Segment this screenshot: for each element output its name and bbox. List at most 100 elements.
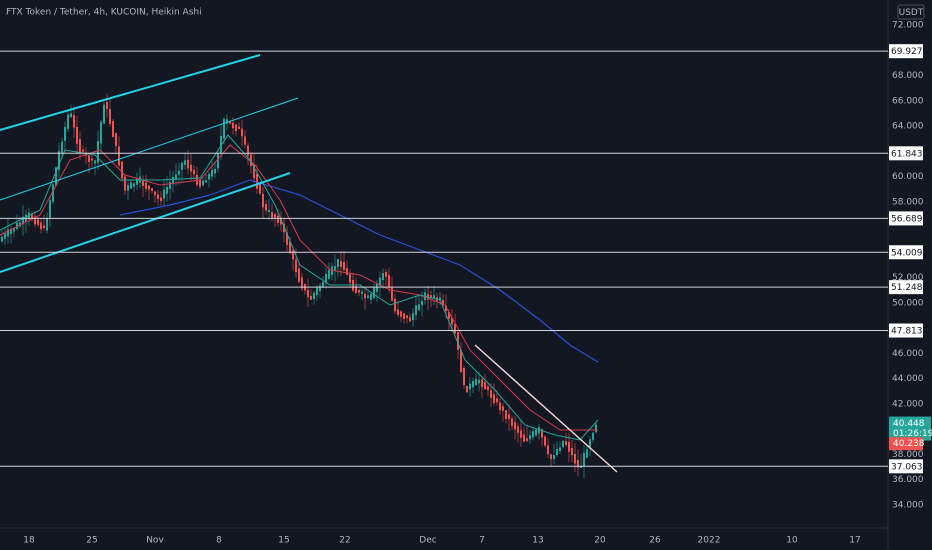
- x-tick-label: 13: [532, 536, 543, 546]
- candle-body: [517, 426, 519, 433]
- level-label-box: [889, 459, 923, 474]
- last-price: 40.448: [893, 419, 925, 429]
- candle-body: [421, 300, 423, 306]
- candle-body: [100, 121, 102, 144]
- y-tick-label: 64.000: [892, 122, 924, 132]
- candle-body: [541, 429, 543, 438]
- candle-body: [214, 168, 216, 174]
- x-tick-label: Nov: [146, 536, 164, 546]
- y-tick-label: 72.000: [892, 21, 924, 31]
- candle-body: [124, 176, 126, 191]
- candle-body: [145, 182, 147, 189]
- x-tick-label: 22: [339, 536, 350, 546]
- candle-body: [547, 445, 549, 455]
- candle-body: [142, 179, 144, 186]
- candle-body: [310, 296, 312, 300]
- candle-body: [103, 104, 105, 124]
- candle-body: [118, 146, 120, 166]
- candle-body: [250, 154, 252, 166]
- level-label: 51.248: [891, 283, 923, 293]
- x-tick-label: 26: [649, 536, 661, 546]
- candle-body: [319, 285, 321, 291]
- candle-body: [229, 120, 231, 124]
- candle-body: [322, 281, 324, 287]
- candle-body: [52, 184, 54, 202]
- y-tick-label: 46.000: [892, 349, 924, 359]
- level-label-box: [889, 245, 923, 260]
- y-tick-label: 58.000: [892, 197, 924, 207]
- candle-body: [55, 167, 57, 186]
- candle-body: [463, 368, 465, 386]
- candle-body: [88, 155, 90, 162]
- candle-body: [241, 128, 243, 137]
- y-tick-label: 38.000: [892, 450, 924, 460]
- channel-mid: [0, 97, 299, 201]
- candle-body: [166, 186, 168, 194]
- candle-body: [277, 216, 279, 223]
- candle-body: [154, 191, 156, 196]
- candle-body: [571, 448, 573, 456]
- channel-top: [0, 54, 261, 131]
- level-label-box: [889, 211, 923, 226]
- candle-body: [343, 262, 345, 271]
- candle-body: [202, 180, 204, 186]
- candle-body: [181, 162, 183, 170]
- x-tick-label: 17: [849, 536, 860, 546]
- candle-body: [484, 382, 486, 390]
- candle-body: [544, 436, 546, 446]
- candle-body: [223, 119, 225, 139]
- level-label: 56.689: [891, 214, 923, 224]
- candle-body: [595, 424, 597, 433]
- candle-body: [262, 194, 264, 208]
- candle-body: [268, 209, 270, 212]
- candle-body: [349, 274, 351, 283]
- x-tick-label: 18: [23, 536, 35, 546]
- candle-body: [388, 275, 390, 288]
- candle-body: [70, 113, 72, 117]
- candle-body: [472, 381, 474, 388]
- level-label-box: [889, 146, 923, 161]
- candle-body: [394, 299, 396, 312]
- candle-body: [382, 273, 384, 280]
- candle-body: [418, 304, 420, 311]
- candle-body: [457, 332, 459, 350]
- level-label: 54.009: [891, 248, 923, 258]
- candle-body: [76, 127, 78, 144]
- candle-body: [520, 430, 522, 438]
- candle-body: [454, 324, 456, 334]
- y-tick-label: 36.000: [892, 475, 924, 485]
- x-tick-label: 2022: [698, 536, 721, 546]
- candle-body: [22, 216, 24, 224]
- candle-body: [244, 136, 246, 145]
- candle-body: [523, 434, 525, 442]
- candle-body: [460, 350, 462, 373]
- candle-body: [58, 151, 60, 170]
- candle-body: [574, 454, 576, 464]
- candle-body: [157, 194, 159, 200]
- candle-body: [526, 438, 528, 442]
- candle-body: [40, 222, 42, 230]
- candle-body: [193, 169, 195, 175]
- candle-body: [190, 164, 192, 172]
- candle-body: [247, 145, 249, 156]
- candle-body: [328, 270, 330, 279]
- candle-body: [400, 311, 402, 317]
- candle-body: [130, 182, 132, 189]
- candle-body: [535, 429, 537, 436]
- y-tick-label: 34.000: [892, 501, 924, 511]
- candle-body: [355, 286, 357, 294]
- ma-long: [119, 179, 599, 363]
- level-label: 69.927: [891, 47, 923, 57]
- candle-body: [151, 188, 153, 191]
- candle-body: [187, 159, 189, 169]
- candle-body: [346, 268, 348, 275]
- candle-body: [169, 181, 171, 189]
- candle-body: [433, 295, 435, 299]
- candle-body: [403, 313, 405, 319]
- candle-body: [442, 300, 444, 306]
- candle-body: [178, 170, 180, 175]
- candle-body: [466, 386, 468, 393]
- candle-body: [91, 158, 93, 161]
- candle-body: [235, 124, 237, 132]
